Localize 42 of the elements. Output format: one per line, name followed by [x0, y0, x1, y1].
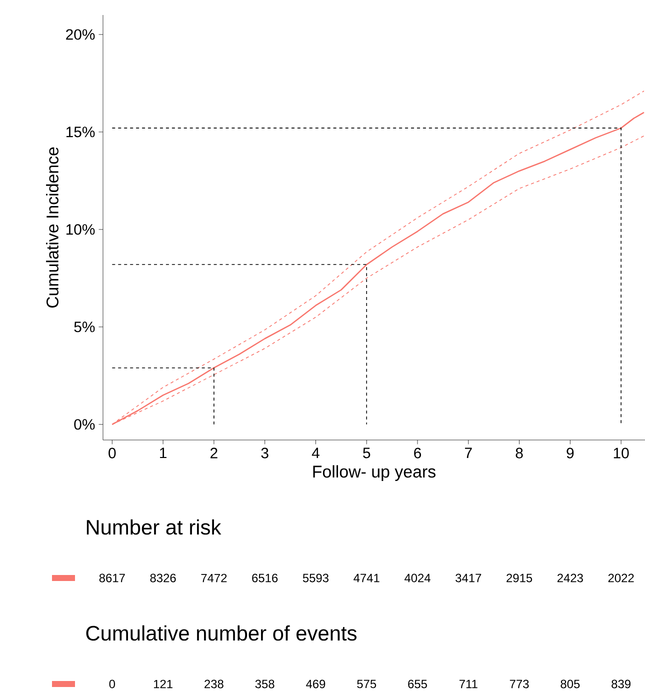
data-label: 5593 — [302, 574, 328, 582]
data-label: 3417 — [455, 574, 481, 582]
x-tick-label: 1 — [160, 448, 166, 458]
x-tick-label: 10 — [614, 448, 629, 458]
data-label: 238 — [204, 680, 224, 688]
data-label: 4024 — [404, 574, 430, 582]
x-axis-title: Follow- up years — [313, 465, 436, 481]
y-tick-label: 5% — [74, 322, 95, 332]
y-axis-title: Cumulative Incidence — [46, 147, 58, 308]
data-label: 655 — [408, 680, 427, 688]
text: Number at risk — [86, 519, 222, 535]
data-label: 2423 — [557, 574, 583, 582]
data-label: 6516 — [252, 574, 278, 582]
data-label: 773 — [510, 680, 529, 688]
data-label: 805 — [560, 680, 580, 688]
y-tick-label: 0% — [74, 419, 95, 430]
y-tick-label: 15% — [66, 126, 95, 138]
x-tick-label: 6 — [414, 448, 421, 458]
x-tick-label: 0 — [108, 448, 116, 458]
data-label: 2915 — [506, 574, 532, 582]
data-label: 2022 — [608, 574, 634, 582]
x-tick-label: 4 — [312, 448, 320, 458]
x-tick-label: 9 — [566, 448, 574, 458]
data-label: 4741 — [354, 574, 380, 582]
x-tick-label: 5 — [362, 448, 370, 458]
x-tick-label: 2 — [210, 448, 218, 458]
x-tick-label: 7 — [464, 448, 472, 458]
data-label: 469 — [306, 680, 326, 688]
x-tick-label: 3 — [261, 448, 268, 458]
x-tick-label: 8 — [516, 448, 523, 458]
text: Cumulative number of events — [86, 625, 356, 641]
data-label: 839 — [612, 680, 630, 688]
data-label: 575 — [357, 680, 376, 688]
data-label: 7472 — [201, 574, 227, 582]
y-tick-label: 20% — [66, 29, 95, 40]
data-label: 358 — [255, 680, 274, 688]
data-label: 711 — [459, 680, 478, 688]
data-label: 121 — [154, 680, 172, 688]
data-label: 8326 — [150, 574, 176, 582]
data-label: 0 — [109, 680, 115, 688]
data-label: 8617 — [99, 574, 125, 582]
y-tick-label: 10% — [66, 224, 95, 235]
